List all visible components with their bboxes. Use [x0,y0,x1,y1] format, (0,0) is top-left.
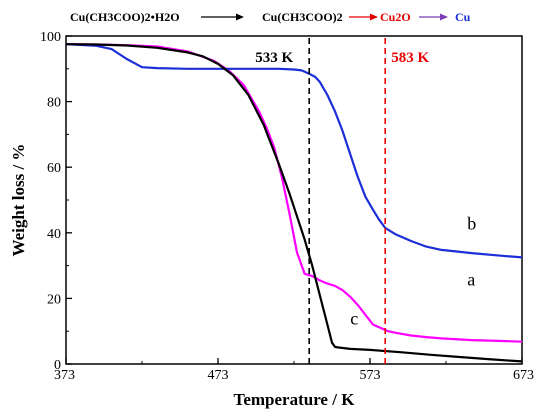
y-axis-label: Weight loss / % [9,144,28,257]
reaction-step-2: Cu(CH3COO)2 [262,10,343,24]
x-tick-label: 373 [54,368,75,383]
reaction-step-3: Cu2O [380,10,411,24]
curve-label-a: a [467,269,475,289]
y-tick-label: 20 [47,292,61,307]
x-tick-label: 673 [513,368,534,383]
marker-label-533: 533 K [255,50,293,66]
plot-area: 373 473 573 673 0 20 40 60 80 100 Temperature / K W… [9,30,534,409]
reaction-step-1: Cu(CH3COO)2•H2O [70,10,180,24]
x-axis-label: Temperature / K [234,390,356,409]
marker-label-583: 583 K [391,50,429,66]
curve-label-b: b [467,214,476,234]
reaction-arrow-1 [201,13,244,21]
x-tick-label: 473 [208,368,229,383]
reaction-step-4: Cu [455,10,471,24]
plot-frame [65,35,523,365]
y-tick-label: 40 [47,227,61,242]
series-line-a [65,43,523,343]
reaction-arrow-3 [419,13,448,21]
y-tick-label: 0 [54,358,61,373]
curve-label-c: c [350,309,358,329]
reaction-scheme: Cu(CH3COO)2•H2O Cu(CH3COO)2 Cu2O Cu [70,10,471,24]
series-line-b [65,43,523,259]
x-tick-label: 573 [360,368,381,383]
y-tick-label: 60 [47,161,61,176]
y-tick-label: 80 [47,96,61,111]
y-tick-label: 100 [40,30,61,45]
reaction-arrow-2 [349,13,378,21]
series-line-c [65,43,523,363]
